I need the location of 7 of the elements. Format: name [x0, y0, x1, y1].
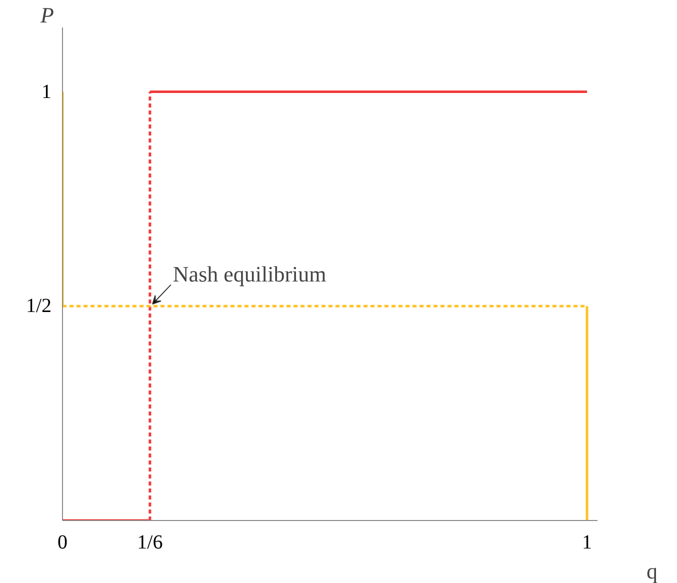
x-tick-label: 1 — [582, 532, 592, 554]
x-tick-label: 0 — [58, 532, 68, 554]
annotation: Nash equilibrium — [172, 262, 326, 287]
y-axis-title: P — [40, 2, 54, 28]
x-axis-title: q — [646, 558, 658, 583]
x-tick-label: 1/6 — [137, 532, 163, 554]
y-tick-label: 1/2 — [26, 295, 52, 318]
